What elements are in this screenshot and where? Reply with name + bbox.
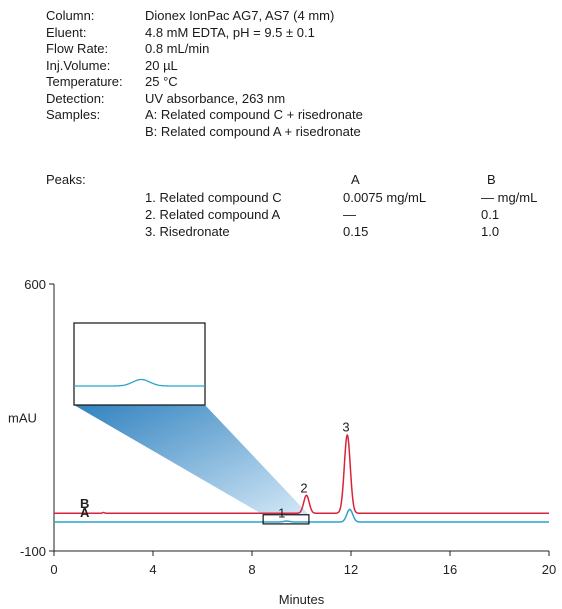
y-tick-label: -100 (20, 544, 46, 559)
peak-row-1-name: 1. Related compound C (145, 190, 282, 205)
y-axis-title: mAU (8, 411, 37, 426)
zoom-wedge-shape (74, 405, 309, 515)
series-label-a: A (80, 505, 90, 520)
x-tick-label: 0 (50, 562, 57, 577)
series-group: BA (54, 433, 549, 523)
info-value: 25 °C (145, 74, 178, 89)
peak-row-2-name: 2. Related compound A (145, 207, 281, 222)
info-row: Inj.Volume: 20 µL (46, 58, 363, 75)
peaks-label: Peaks: (46, 172, 86, 187)
inset-source-box (262, 514, 310, 525)
method-info: Column: Dionex IonPac AG7, AS7 (4 mm) Elue… (46, 8, 363, 140)
info-row: Eluent: 4.8 mM EDTA, pH = 9.5 ± 0.1 (46, 25, 363, 42)
y-tick-label: 600 (24, 277, 46, 292)
peaks-col-b: B (487, 172, 496, 187)
x-tick-label: 4 (149, 562, 156, 577)
chart-labels: 12 3 (262, 420, 350, 525)
info-value: 20 µL (145, 57, 178, 73)
series-line-b (54, 433, 549, 514)
peak-label: 1 (278, 505, 285, 520)
info-row: Temperature: 25 °C (46, 74, 363, 91)
info-value: A: Related compound C + risedronate (145, 107, 363, 122)
info-label: Eluent: (46, 24, 87, 40)
info-row: B: Related compound A + risedronate (46, 124, 363, 141)
info-value: UV absorbance, 263 nm (145, 90, 286, 106)
axes: 0 4 8 12 16 20 -100 600 Minutes mAU (8, 277, 556, 607)
x-tick-label: 16 (443, 562, 457, 577)
peak-row-3-a: 0.15 (343, 224, 369, 239)
peak-label: 3 (342, 420, 349, 435)
peak-row-1-a: 0.0075 mg/mL (343, 190, 427, 205)
x-tick-label: 8 (248, 562, 255, 577)
x-tick-label: 12 (344, 562, 358, 577)
info-row: Samples: A: Related compound C + risedron… (46, 107, 363, 124)
peaks-col-a: A (351, 172, 360, 187)
info-label: Flow Rate: (46, 41, 109, 56)
info-value: 0.8 mL/min (145, 41, 210, 56)
series-label-b: B (80, 496, 89, 511)
info-label: Detection: (46, 90, 105, 106)
inset-zoom (73, 322, 206, 406)
info-row: Column: Dionex IonPac AG7, AS7 (4 mm) (46, 8, 363, 25)
inset-box (73, 322, 206, 406)
peak-row-2-a: — (343, 207, 356, 222)
info-value: Dionex IonPac AG7, AS7 (4 mm) (145, 8, 335, 23)
zoom-wedge (74, 405, 309, 515)
info-value: B: Related compound A + risedronate (145, 123, 361, 139)
peak-label: 2 (300, 480, 307, 495)
info-label: Samples: (46, 107, 101, 122)
info-label: Inj.Volume: (46, 57, 111, 73)
peak-row-3-b: 1.0 (481, 224, 500, 239)
info-label: Column: (46, 8, 95, 23)
info-row: Detection: UV absorbance, 263 nm (46, 91, 363, 108)
info-value: 4.8 mM EDTA, pH = 9.5 ± 0.1 (145, 24, 315, 40)
x-tick-label: 20 (542, 562, 556, 577)
info-label: Temperature: (46, 74, 123, 89)
series-line-a (54, 508, 549, 523)
inset-series-line-a (74, 378, 205, 387)
peak-row-2-b: 0.1 (481, 207, 500, 222)
x-axis-title: Minutes (279, 592, 325, 607)
info-row: Flow Rate: 0.8 mL/min (46, 41, 363, 58)
peak-row-3-name: 3. Risedronate (145, 224, 230, 239)
peak-row-1-b: — mg/mL (481, 190, 538, 205)
